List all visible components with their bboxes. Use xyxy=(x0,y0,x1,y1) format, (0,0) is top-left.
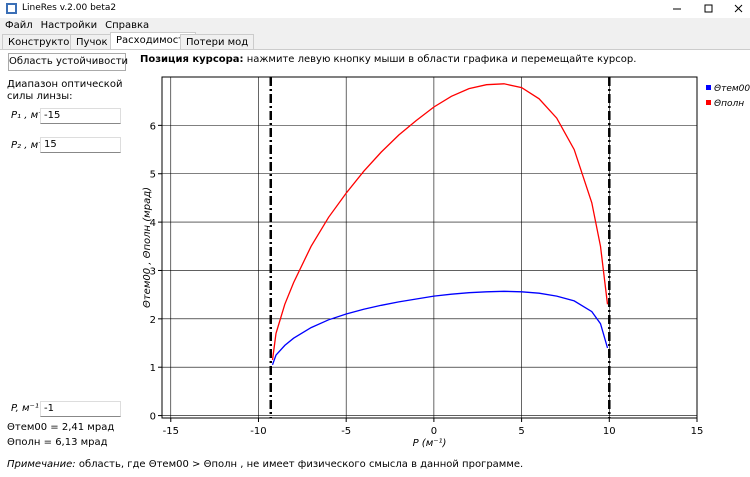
p1-input[interactable]: -15 xyxy=(40,108,121,124)
menu-item[interactable]: Настройки xyxy=(40,20,98,31)
y-tick-label: 3 xyxy=(150,266,156,277)
plot-area xyxy=(161,76,698,419)
x-tick-label: 0 xyxy=(431,426,437,437)
x-tick-label: -10 xyxy=(250,426,266,437)
cursor-info: Позиция курсора: нажмите левую кнопку мы… xyxy=(140,54,636,65)
x-tick-label: 5 xyxy=(518,426,524,437)
theta-tem-result: Θтем00 = 2,41 мрад xyxy=(7,422,115,433)
series-line xyxy=(271,83,609,361)
menu-item[interactable]: Файл xyxy=(5,20,33,31)
menu-bar: Файл Настройки Справка xyxy=(5,20,157,31)
x-tick-label: 10 xyxy=(603,426,616,437)
x-tick-label: 15 xyxy=(691,426,704,437)
y-tick-label: 1 xyxy=(150,363,156,374)
menu-item[interactable]: Справка xyxy=(105,20,150,31)
p2-label: P₂ , м⁻¹ xyxy=(11,140,48,151)
p-label: P, м⁻¹ xyxy=(11,403,39,414)
legend-swatch xyxy=(706,100,711,105)
legend-swatch xyxy=(706,85,711,90)
p1-label: P₁ , м⁻¹ xyxy=(11,110,48,121)
p2-input[interactable]: 15 xyxy=(40,137,121,153)
cursor-label: Позиция курсора: xyxy=(140,54,244,65)
note-label: Примечание: xyxy=(7,459,76,470)
legend-label: Θтем00 xyxy=(714,84,750,94)
range-label: Диапазон оптической xyxy=(7,79,123,90)
y-tick-label: 0 xyxy=(150,412,156,423)
x-tick-label: -5 xyxy=(341,426,351,437)
x-axis-label: P (м⁻¹) xyxy=(413,438,447,449)
y-tick-label: 6 xyxy=(150,121,156,132)
note: Примечание: область, где Θтем00 > Θполн … xyxy=(7,459,523,470)
y-axis-label: Θтем00 , Θполн (мрад) xyxy=(142,187,153,308)
note-text: область, где Θтем00 > Θполн , не имеет ф… xyxy=(78,459,524,470)
window-title: LineRes v.2.00 beta2 xyxy=(22,3,117,13)
theta-full-result: Θполн = 6,13 мрад xyxy=(7,437,108,448)
legend-label: Θполн xyxy=(714,99,744,109)
series-line xyxy=(271,290,609,366)
range-label: силы линзы: xyxy=(7,91,73,102)
app-icon xyxy=(6,3,17,14)
tab[interactable]: Потери мод xyxy=(180,34,255,50)
window-controls[interactable] xyxy=(660,0,750,18)
stability-button[interactable]: Область устойчивости xyxy=(8,53,128,71)
y-tick-label: 2 xyxy=(150,315,156,326)
cursor-text: нажмите левую кнопку мыши в области граф… xyxy=(246,54,637,65)
y-tick-label: 5 xyxy=(150,170,156,181)
y-tick-label: 4 xyxy=(150,218,156,229)
p-input[interactable]: -1 xyxy=(40,401,121,417)
x-tick-label: -15 xyxy=(163,426,179,437)
title-bar: LineRes v.2.00 beta2 xyxy=(0,0,750,18)
